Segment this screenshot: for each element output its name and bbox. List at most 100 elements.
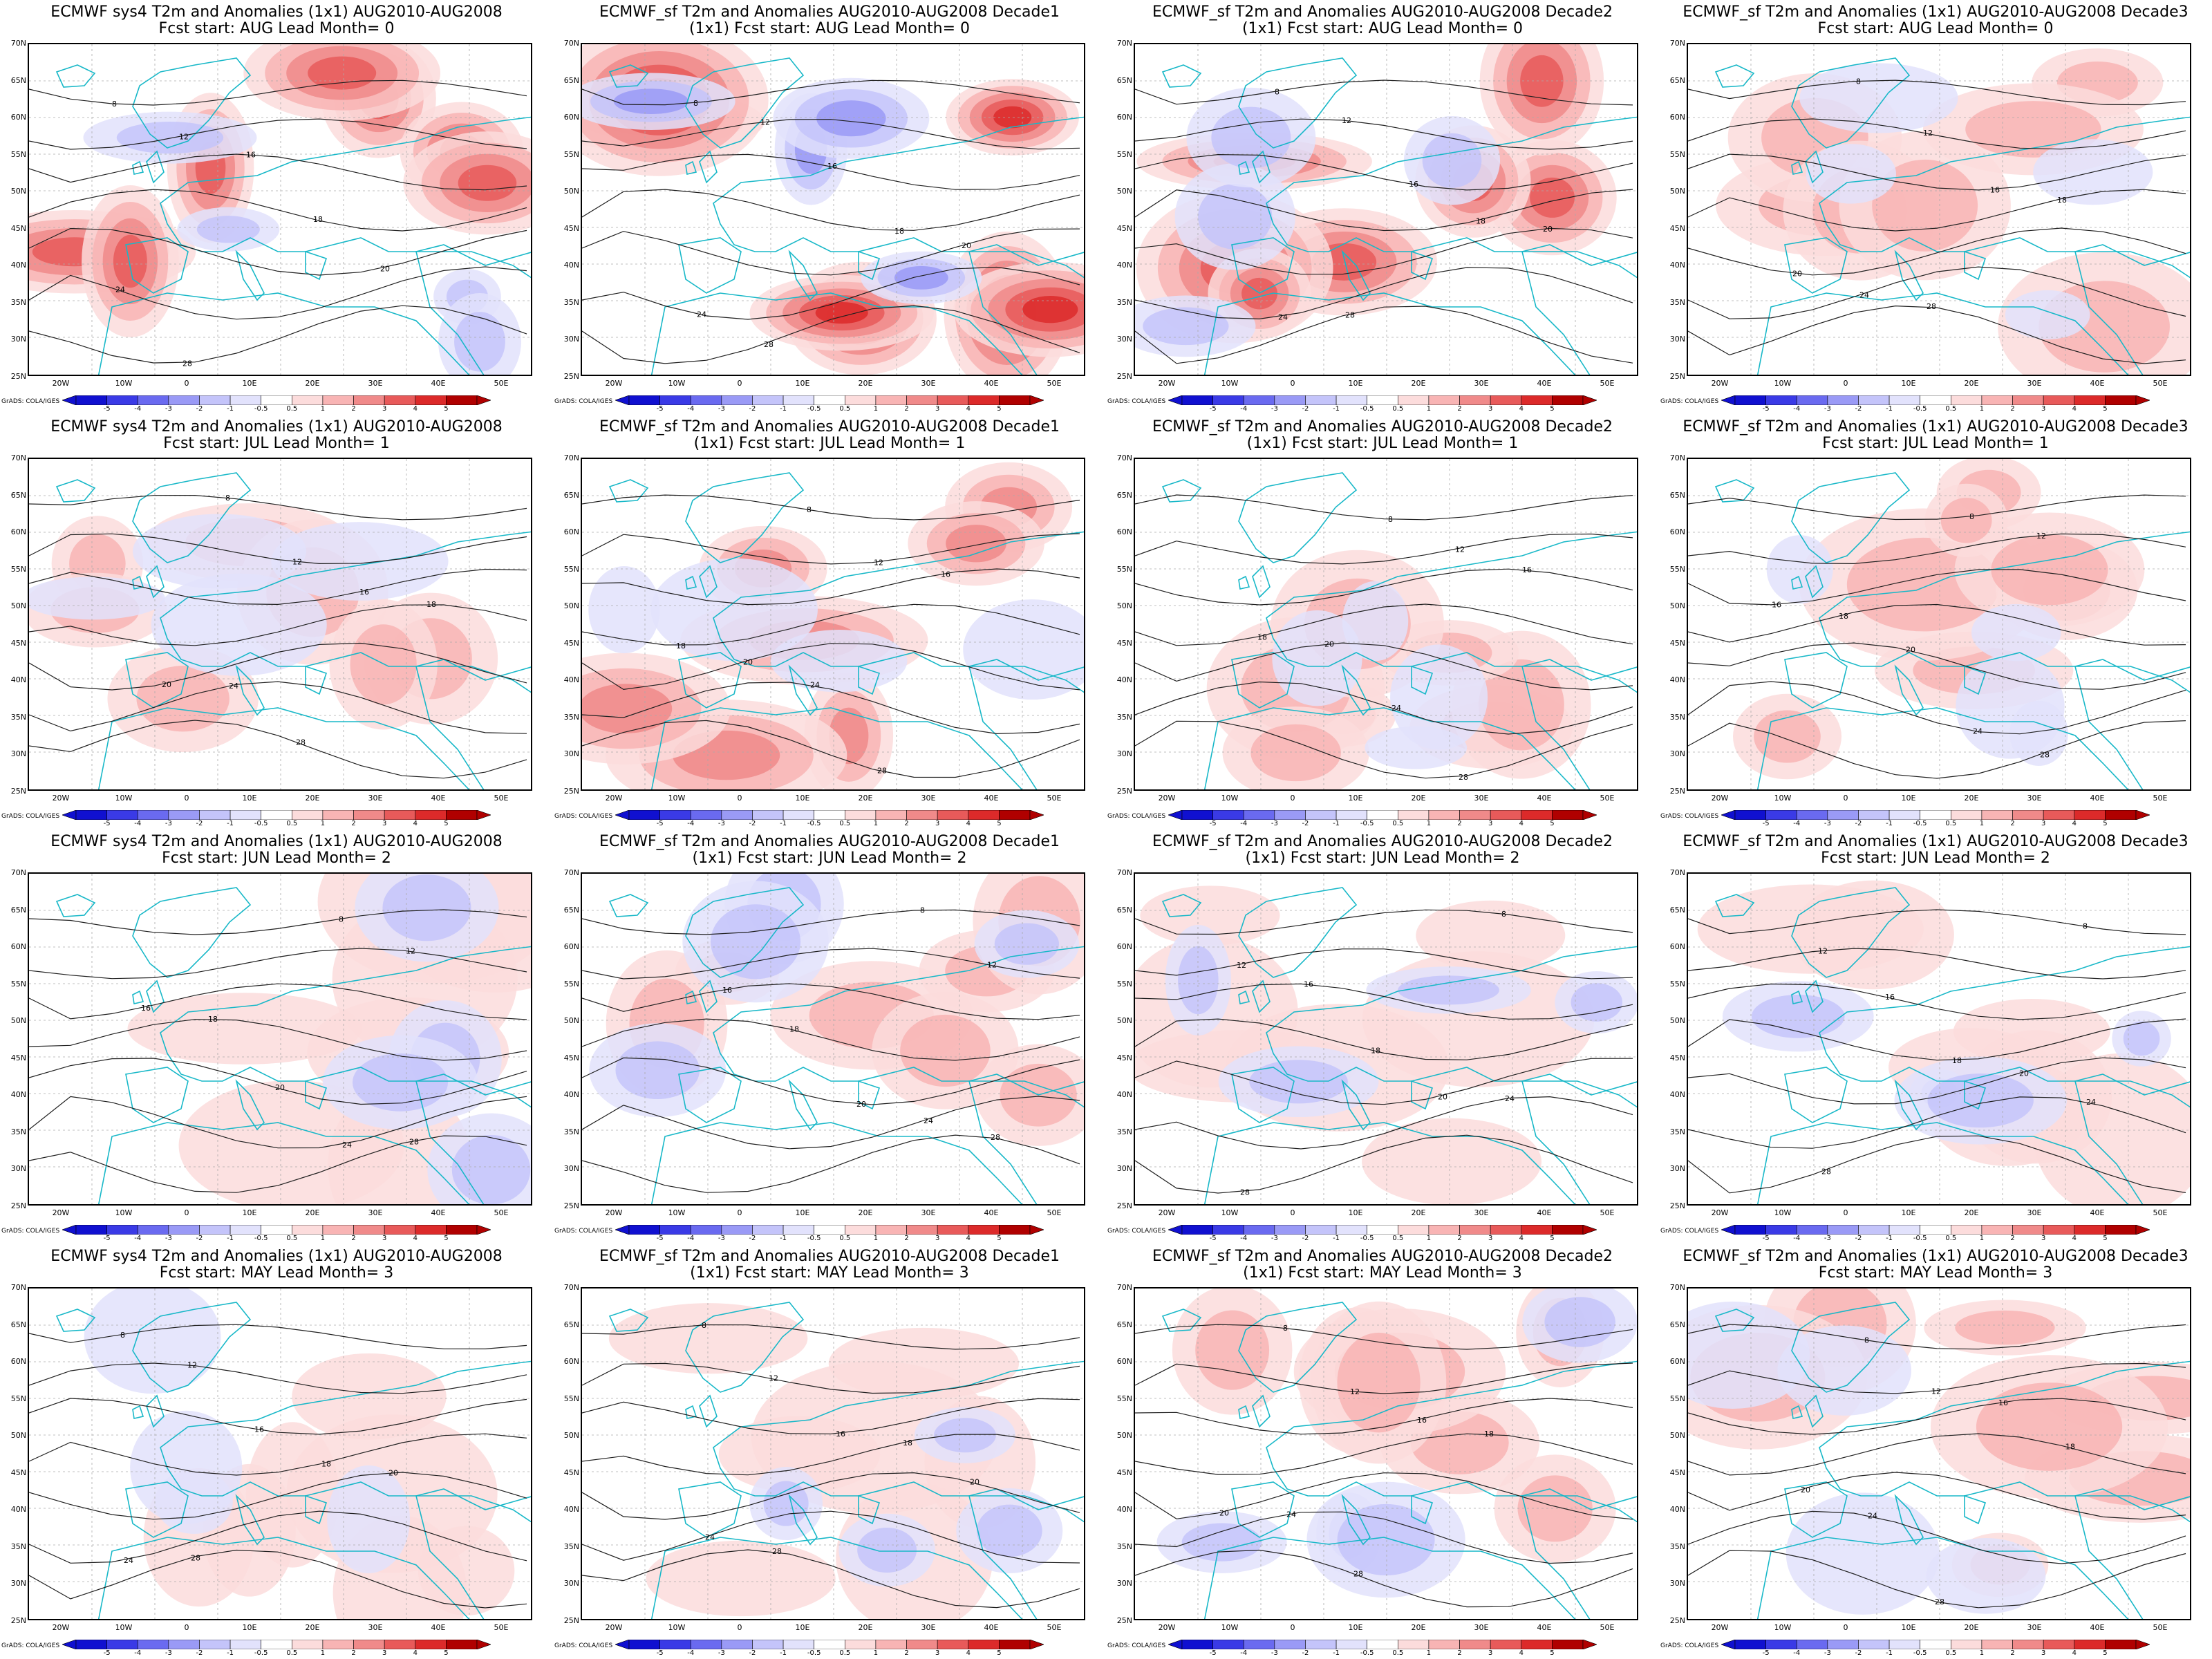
coastline [1791,57,1911,149]
colorbar-swatch [415,395,447,405]
colorbar-tick-label: -0.5 [807,1235,821,1242]
coastline [132,472,252,563]
colorbar-swatch [1212,810,1244,820]
coastline [415,251,531,375]
coastline [415,1080,531,1204]
temperature-contour [1135,267,1633,320]
colorbar-swatch [1521,395,1553,405]
contour-label: 18 [1952,1056,1962,1065]
contour-label: 18 [789,1025,799,1034]
latitude-tick-label: 30N [1116,335,1132,344]
map-canvas: 8 12 16 18 20 24 28 [1135,44,1637,375]
temperature-contour [29,1549,527,1609]
temperature-contour [1688,1135,2186,1194]
colorbar-swatch [1459,810,1491,820]
colorbar-swatch [845,395,877,405]
colorbar-swatch [937,395,969,405]
latitude-tick-label: 70N [10,453,26,462]
map-panel: ECMWF_sf T2m and Anomalies AUG2010-AUG20… [553,0,1106,415]
latitude-tick-label: 40N [563,675,579,684]
colorbar-tick-label: 2 [351,405,356,413]
temperature-contour [29,1362,527,1394]
colorbar-tick-label: 3 [382,820,387,827]
map-panel: ECMWF sys4 T2m and Anomalies (1x1) AUG20… [0,415,553,830]
temperature-contour [1688,603,2186,646]
contour-label: 16 [1998,1398,2008,1407]
cold-anomaly-area [1799,63,1958,133]
colorbar-tick-label: 4 [1519,405,1524,413]
contour-label: 24 [115,285,125,294]
coastline [415,1495,531,1619]
warm-anomaly-area [1140,885,1280,946]
temperature-contour [1135,681,1633,735]
coastline [1964,250,1987,281]
anomaly-map: 8 12 16 18 20 24 28 [1687,872,2191,1206]
colorbar-swatch [2043,810,2075,820]
temperature-contour [1688,533,2186,565]
colorbar-tick-label: 2 [351,820,356,827]
map-canvas: 8 12 16 18 20 24 28 [29,459,531,789]
grads-credit: GrADS: COLA/IGES [1,813,60,820]
temperature-contour [582,909,1080,935]
latitude-tick-label: 65N [563,905,579,915]
colorbar-tick-label: 5 [444,405,449,413]
coastline [1266,116,1637,266]
longitude-tick-label: 50E [1047,379,1062,388]
contour-label: 12 [760,118,770,127]
contour-label: 20 [970,1477,980,1486]
coastline [125,237,189,294]
latitude-tick-label: 50N [1669,1431,1685,1440]
longitude-tick-label: 50E [1600,1623,1615,1632]
latitude-tick-label: 60N [1116,1357,1132,1366]
latitude-tick-label: 55N [563,979,579,988]
colorbar-arrow-high [476,1225,491,1235]
temperature-contour [1135,533,1633,565]
colorbar-tick-label: 2 [2010,1235,2015,1242]
colorbar-tick-label: 0.5 [1392,1649,1404,1657]
latitude-tick-label: 70N [1669,453,1685,462]
colorbar-tick-label: 4 [413,820,418,827]
longitude-tick-label: 20W [52,1208,70,1217]
latitude-tick-label: 40N [1116,261,1132,270]
contour-label: 20 [962,241,971,250]
temperature-contour [1688,189,2186,232]
latitude-tick-label: 40N [563,1090,579,1099]
coastline [650,707,1023,789]
longitude-tick-label: 10W [1774,794,1792,803]
colorbar-tick-label: 4 [966,1649,971,1657]
colorbar-swatch [229,395,261,405]
colorbar-tick-label: 0.5 [286,405,298,413]
colorbar-tick-label: -0.5 [1913,1649,1927,1657]
coastline [132,160,144,175]
colorbar-swatch [1796,810,1828,820]
panel-subtitle: (1x1) Fcst start: JUN Lead Month= 2 [692,850,967,867]
colorbar-swatch [2043,1640,2075,1649]
colorbar-arrow-low [615,1225,630,1235]
longitude-tick-label: 40E [431,1623,446,1632]
temperature-contour [1135,568,1633,606]
colorbar-swatch [2043,395,2075,405]
colorbar-tick-label: 0.5 [1392,405,1404,413]
colorbar-tick-label: -4 [134,405,142,413]
colorbar-tick-label: 5 [444,1649,449,1657]
colorbar-swatch [875,1225,907,1235]
coastline [699,980,718,1013]
cold-anomaly-area [133,514,307,589]
colorbar-swatch [292,1225,324,1235]
colorbar-swatch [1243,1640,1275,1649]
contour-label: 12 [1931,1387,1941,1396]
temperature-contour [1135,1398,1633,1435]
panel-subtitle: (1x1) Fcst start: MAY Lead Month= 3 [1243,1264,1522,1282]
latitude-tick-label: 70N [1116,453,1132,462]
latitude-tick-label: 35N [563,297,579,307]
longitude-tick-label: 0 [1290,379,1295,388]
latitude-tick-label: 25N [10,1201,26,1210]
colorbar-swatch [229,810,261,820]
colorbar-tick-label: -2 [749,820,756,827]
anomaly-map: 8 12 16 18 20 24 28 [1134,872,1638,1206]
coastline [685,160,697,175]
coastline [235,1079,265,1131]
coastline [1784,652,1848,709]
colorbar-swatch [2105,810,2137,820]
latitude-tick-label: 30N [563,1164,579,1173]
